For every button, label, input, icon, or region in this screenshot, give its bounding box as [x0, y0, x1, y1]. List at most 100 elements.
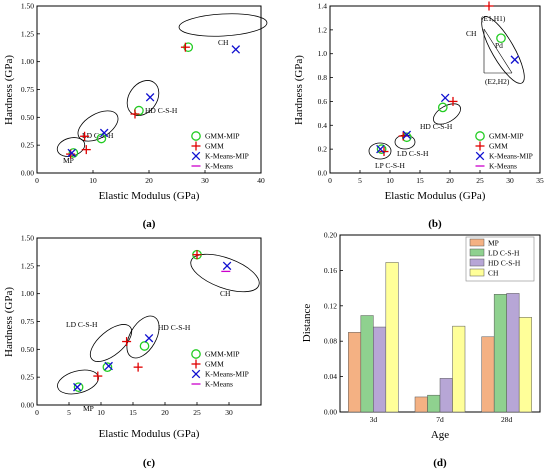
point-circle-b: [496, 33, 506, 44]
point-plus-b: [484, 1, 494, 11]
x-axis-label-c: Elastic Modulus (GPa): [99, 428, 200, 440]
a-ytick-label: 1.25: [21, 29, 34, 38]
legend-label-c: GMM-MIP: [205, 350, 240, 359]
bar-mp-3d: [348, 332, 362, 413]
bar-hd-c-s-h-7d: [439, 378, 453, 413]
point-circle-b: [376, 144, 387, 154]
legend-label-a: K-Means-MIP: [205, 152, 249, 161]
a-ytick-label: 0.75: [21, 85, 34, 94]
b-xtick-label: 0: [328, 176, 332, 185]
c-ytick-label: 0.75: [21, 317, 34, 326]
cluster-ellipse-hd-c: [126, 315, 160, 359]
b-ytick-label: 1.0: [318, 49, 328, 58]
legend-marker-plus-a: [191, 141, 201, 151]
cluster-ellipse-ch-b: [481, 16, 525, 84]
point-x-c: [222, 261, 232, 271]
d-ytick-label: 0.20: [324, 231, 337, 240]
panel-label-c: (c): [143, 457, 156, 469]
b-xtick-label: 25: [476, 176, 484, 185]
cluster-label-ch-a: CH: [218, 38, 229, 47]
bar-mp-7d: [414, 396, 428, 413]
a-xtick-label: 0: [35, 176, 39, 185]
cluster-label-ch-c: CH: [220, 289, 231, 298]
cluster-ellipse-hd-b: [433, 103, 461, 125]
point-plus-c: [133, 362, 143, 372]
cluster-label-lp-b: LP C-S-H: [375, 161, 406, 170]
legend-swatch-d: [469, 248, 485, 257]
b-xtick-label: 10: [386, 176, 394, 185]
point-circle-c: [73, 382, 84, 393]
c-xtick-label: 20: [161, 408, 169, 417]
legend-label-c: K-Means: [205, 380, 233, 389]
cluster-ellipse-ld-b: [394, 134, 416, 150]
bar-ch-7d: [452, 325, 466, 413]
point-circle-c: [102, 362, 113, 372]
c-xtick-label: 30: [225, 408, 233, 417]
c-ytick-label: 1.25: [21, 261, 34, 270]
d-xtick-label: 28d: [501, 415, 513, 424]
axes-c: 0 5 10 15 20 25 30 0.00 0.25 0.50 0.75 1.00 1.25 1.50: [21, 234, 233, 418]
point-x-c: [104, 361, 113, 371]
point-x-b: [510, 55, 520, 64]
cluster-ellipse-ld-a: [77, 110, 119, 142]
axes-d: 0.00 0.04 0.08 0.12 0.16 0.20 3d 7d 28d: [324, 231, 513, 425]
x-axis-label-a: Elastic Modulus (GPa): [99, 190, 200, 202]
panel-c: 0 5 10 15 20 25 30 0.00 0.25 0.50 0.75 1.00 1.25 1.50…: [3, 234, 262, 469]
b-ytick-label: 1.4: [318, 2, 328, 11]
cluster-label-hd-a: HD C-S-H: [145, 106, 178, 115]
c-xtick-label: 5: [67, 408, 71, 417]
panel-label-b: (b): [428, 218, 442, 230]
legend-marker-x-a: [191, 151, 201, 161]
point-plus-c: [192, 250, 202, 260]
a-ytick-label: 0.50: [21, 113, 34, 122]
bar-hd-c-s-h-28d: [506, 293, 520, 413]
point-plus-c: [122, 337, 132, 347]
legend-label-d: LD C-S-H: [488, 249, 520, 258]
cluster-label-ld-c: LD C-S-H: [66, 320, 98, 329]
cluster-label-mp-a: MP: [63, 156, 74, 165]
cluster-label-hd-c: HD C-S-H: [158, 323, 191, 332]
b-ytick-label: 0.4: [318, 121, 328, 130]
legend-label-b: K-Means-MIP: [489, 152, 533, 161]
cluster-label-ch-b: CH: [466, 29, 477, 38]
bar-ld-c-s-h-28d: [493, 294, 507, 413]
b-ytick-label: 0.2: [318, 145, 328, 154]
b-xtick-label: 5: [358, 176, 362, 185]
cluster-ellipse-lp-b: [368, 142, 392, 160]
legend-marker-x-b: [475, 151, 485, 161]
c-xtick-label: 0: [35, 408, 39, 417]
b-ytick-label: 0.0: [318, 169, 328, 178]
plot-frame-b: [329, 5, 541, 174]
bar-ch-3d: [385, 262, 399, 413]
point-circle-a: [96, 133, 107, 144]
annotation-pd: Pd: [495, 41, 503, 50]
point-x-c: [73, 382, 82, 392]
point-x-c: [144, 333, 154, 343]
x-axis-label-d: Age: [431, 429, 449, 441]
point-circle-c: [139, 341, 150, 351]
cluster-label-ld-b: LD C-S-H: [397, 149, 429, 158]
c-xtick-label: 15: [129, 408, 137, 417]
point-x-a: [99, 128, 109, 138]
legend-label-d: MP: [488, 239, 499, 248]
a-xtick-label: 30: [201, 176, 209, 185]
cluster-ellipse-ch-c: [190, 253, 260, 293]
legend-marker-circle-b: [475, 131, 485, 141]
data-marks-b: [376, 1, 520, 157]
point-plus-b: [448, 96, 458, 106]
b-ytick-label: 0.6: [318, 97, 328, 106]
bar-hd-c-s-h-3d: [373, 326, 387, 413]
panel-a: 0 10 20 30 40 0.00 0.25 0.50 0.75 1.00 1.25 1.50 El…: [3, 2, 268, 230]
point-x-b: [440, 93, 450, 103]
y-axis-label-c: Hardness (GPa): [3, 287, 15, 357]
legend-marker-plus-b: [475, 141, 485, 151]
a-xtick-label: 20: [145, 176, 153, 185]
axes-a: 0 10 20 30 40 0.00 0.25 0.50 0.75 1.00 1.25 1.50: [21, 2, 265, 186]
axes-b: 0 5 10 15 20 25 30 35 0.0 0.2 0.4 0.6 0.8 1.0 1.2 1.4: [318, 2, 544, 186]
d-ytick-label: 0.04: [324, 372, 337, 381]
triangle-hypotenuse: [483, 28, 513, 74]
plot-frame-a: [36, 5, 262, 174]
